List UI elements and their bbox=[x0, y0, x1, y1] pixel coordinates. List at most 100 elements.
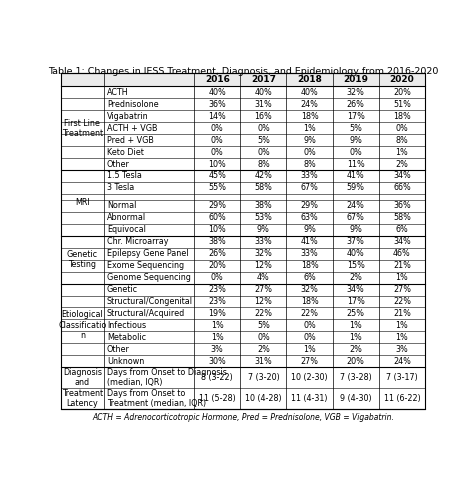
Text: 18%: 18% bbox=[301, 112, 319, 121]
Text: 38%: 38% bbox=[255, 201, 272, 211]
Text: Keto Diet: Keto Diet bbox=[107, 148, 144, 156]
Text: 8 (3-22): 8 (3-22) bbox=[201, 373, 233, 382]
Text: 30%: 30% bbox=[209, 356, 226, 366]
Text: 23%: 23% bbox=[208, 297, 226, 306]
Text: 3%: 3% bbox=[211, 345, 224, 354]
Text: 1%: 1% bbox=[396, 273, 408, 282]
Text: 23%: 23% bbox=[208, 285, 226, 294]
Text: 6%: 6% bbox=[303, 273, 316, 282]
Text: Pred + VGB: Pred + VGB bbox=[107, 136, 154, 144]
Text: 29%: 29% bbox=[301, 201, 319, 211]
Text: 9%: 9% bbox=[257, 226, 270, 234]
Text: 1%: 1% bbox=[303, 345, 316, 354]
Text: 10%: 10% bbox=[209, 159, 226, 169]
Text: 67%: 67% bbox=[301, 184, 319, 192]
Text: 9%: 9% bbox=[349, 226, 362, 234]
Text: 36%: 36% bbox=[209, 100, 226, 109]
Text: 2019: 2019 bbox=[343, 75, 368, 85]
Text: 20%: 20% bbox=[347, 356, 365, 366]
Text: 0%: 0% bbox=[257, 333, 270, 342]
Text: 59%: 59% bbox=[347, 184, 365, 192]
Text: 12%: 12% bbox=[255, 261, 273, 270]
Text: Equivocal: Equivocal bbox=[107, 226, 146, 234]
Text: 2016: 2016 bbox=[205, 75, 229, 85]
Text: 9 (4-30): 9 (4-30) bbox=[340, 394, 372, 403]
Text: 27%: 27% bbox=[393, 285, 411, 294]
Text: 1.5 Tesla: 1.5 Tesla bbox=[107, 171, 142, 181]
Text: 18%: 18% bbox=[301, 297, 319, 306]
Text: 2%: 2% bbox=[349, 273, 362, 282]
Text: 3%: 3% bbox=[396, 345, 408, 354]
Text: 42%: 42% bbox=[255, 171, 273, 181]
Text: 21%: 21% bbox=[393, 261, 411, 270]
Text: 1%: 1% bbox=[396, 333, 408, 342]
Text: 34%: 34% bbox=[347, 285, 365, 294]
Text: 17%: 17% bbox=[347, 112, 365, 121]
Text: 45%: 45% bbox=[208, 171, 226, 181]
Text: Exome Sequencing: Exome Sequencing bbox=[107, 261, 184, 270]
Text: Vigabatrin: Vigabatrin bbox=[107, 112, 148, 121]
Text: 7 (3-17): 7 (3-17) bbox=[386, 373, 418, 382]
Text: 31%: 31% bbox=[255, 100, 272, 109]
Text: 2017: 2017 bbox=[251, 75, 276, 85]
Text: 10%: 10% bbox=[209, 226, 226, 234]
Text: Days from Onset to Diagnosis
(median, IQR): Days from Onset to Diagnosis (median, IQ… bbox=[107, 368, 227, 387]
Text: 5%: 5% bbox=[257, 321, 270, 330]
Text: Table 1: Changes in IESS Treatment, Diagnosis, and Epidemiology from 2016-2020: Table 1: Changes in IESS Treatment, Diag… bbox=[48, 67, 438, 76]
Text: 22%: 22% bbox=[301, 309, 319, 318]
Text: 34%: 34% bbox=[393, 171, 411, 181]
Text: 2%: 2% bbox=[395, 159, 409, 169]
Text: 0%: 0% bbox=[211, 124, 224, 133]
Text: 1%: 1% bbox=[211, 333, 224, 342]
Text: 3 Tesla: 3 Tesla bbox=[107, 184, 134, 192]
Text: 9%: 9% bbox=[303, 226, 316, 234]
Text: 46%: 46% bbox=[393, 249, 411, 258]
Text: 1%: 1% bbox=[349, 333, 362, 342]
Text: 2020: 2020 bbox=[390, 75, 414, 85]
Text: 40%: 40% bbox=[301, 88, 319, 97]
Text: 26%: 26% bbox=[347, 100, 365, 109]
Text: 63%: 63% bbox=[301, 213, 319, 223]
Text: Metabolic: Metabolic bbox=[107, 333, 146, 342]
Text: 0%: 0% bbox=[303, 333, 316, 342]
Text: 40%: 40% bbox=[209, 88, 226, 97]
Text: 5%: 5% bbox=[349, 124, 362, 133]
Text: 16%: 16% bbox=[255, 112, 272, 121]
Text: 9%: 9% bbox=[349, 136, 362, 144]
Text: Epilepsy Gene Panel: Epilepsy Gene Panel bbox=[107, 249, 188, 258]
Text: 66%: 66% bbox=[393, 184, 411, 192]
Text: 32%: 32% bbox=[301, 285, 319, 294]
Text: Other: Other bbox=[107, 159, 130, 169]
Text: 0%: 0% bbox=[257, 148, 270, 156]
Text: 34%: 34% bbox=[393, 237, 411, 246]
Text: 8%: 8% bbox=[396, 136, 408, 144]
Text: 21%: 21% bbox=[393, 309, 411, 318]
Text: 36%: 36% bbox=[393, 201, 411, 211]
Text: 20%: 20% bbox=[393, 88, 411, 97]
Text: 10 (4-28): 10 (4-28) bbox=[245, 394, 282, 403]
Text: 58%: 58% bbox=[255, 184, 273, 192]
Text: Other: Other bbox=[107, 345, 130, 354]
Text: 1%: 1% bbox=[396, 321, 408, 330]
Text: ACTH = Adrenocorticotropic Hormone, Pred = Prednisolone, VGB = Vigabatrin.: ACTH = Adrenocorticotropic Hormone, Pred… bbox=[92, 413, 394, 422]
Text: 67%: 67% bbox=[347, 213, 365, 223]
Text: 33%: 33% bbox=[301, 249, 319, 258]
Text: 32%: 32% bbox=[347, 88, 365, 97]
Text: Chr. Microarray: Chr. Microarray bbox=[107, 237, 168, 246]
Text: 41%: 41% bbox=[301, 237, 319, 246]
Text: Abnormal: Abnormal bbox=[107, 213, 146, 223]
Text: ACTH + VGB: ACTH + VGB bbox=[107, 124, 157, 133]
Text: 6%: 6% bbox=[396, 226, 408, 234]
Text: Etiological
Classificatio
n: Etiological Classificatio n bbox=[58, 311, 107, 340]
Text: 24%: 24% bbox=[347, 201, 365, 211]
Text: 24%: 24% bbox=[301, 100, 319, 109]
Text: 1%: 1% bbox=[396, 148, 408, 156]
Text: 18%: 18% bbox=[301, 261, 319, 270]
Text: 40%: 40% bbox=[347, 249, 365, 258]
Text: 60%: 60% bbox=[209, 213, 226, 223]
Text: 8%: 8% bbox=[303, 159, 316, 169]
Text: 0%: 0% bbox=[349, 148, 362, 156]
Text: 11%: 11% bbox=[347, 159, 365, 169]
Text: 58%: 58% bbox=[393, 213, 411, 223]
Text: 55%: 55% bbox=[208, 184, 226, 192]
